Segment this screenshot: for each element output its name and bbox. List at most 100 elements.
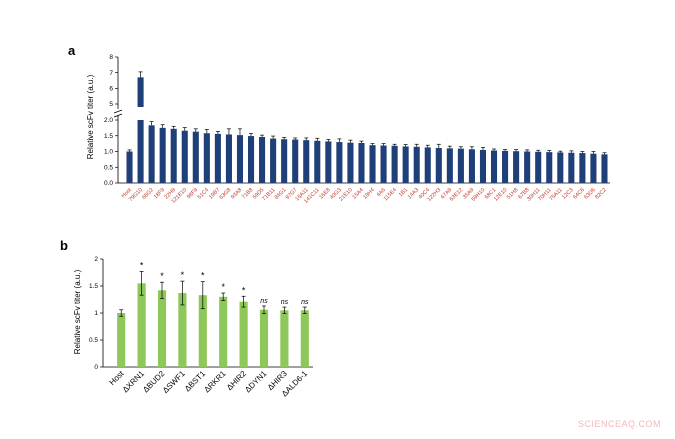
panel-a-x-tick-label: 15A4 <box>352 187 365 200</box>
panel-a-bar <box>413 146 420 183</box>
panel-a-axis-break-mark <box>113 109 123 114</box>
panel-b-bar <box>300 310 309 367</box>
panel-a-bar <box>369 145 376 183</box>
panel-b-significance-label: * <box>242 285 246 295</box>
panel-a-bar <box>214 133 221 183</box>
panel-a-label: a <box>68 43 76 58</box>
panel-a-x-tick-label: 19H4 <box>362 187 376 201</box>
panel-a-x-tick-label: 75A11 <box>549 187 564 202</box>
panel-a-bar <box>402 146 409 183</box>
panel-b-bar <box>117 313 126 367</box>
panel-a-bar <box>490 150 498 183</box>
panel-a-bar <box>601 154 608 183</box>
panel-a-bar <box>303 140 310 183</box>
panel-a-y-tick-label: 0.0 <box>104 180 113 187</box>
panel-a-bar <box>137 120 144 183</box>
panel-b-bar <box>239 301 248 367</box>
panel-a-bar <box>358 142 365 183</box>
panel-b-significance-label: * <box>140 260 144 270</box>
panel-a-bar <box>579 153 586 183</box>
panel-a-bar <box>479 149 487 183</box>
panel-b-significance-label: * <box>221 282 225 292</box>
panel-b-x-tick-label: ΔDYN1 <box>243 369 269 395</box>
panel-a-bar <box>259 137 266 183</box>
panel-a-bar <box>535 151 542 183</box>
panel-a-bar <box>148 125 155 183</box>
panel-a-x-tick-label: 71B11 <box>261 187 276 202</box>
panel-b-significance-label: * <box>181 270 185 280</box>
panel-a-bar <box>380 145 387 183</box>
panel-b-chart: b Relative scFv titer (a.u.) 00.511.52Ho… <box>60 238 313 398</box>
panel-a-axis-break-mark <box>113 113 123 118</box>
panel-a-bar <box>236 135 244 183</box>
panel-a-bar <box>270 138 277 183</box>
panel-b-significance-label: ns <box>301 299 309 306</box>
watermark: SCIENCEAQ.COM <box>577 419 661 429</box>
panel-a-x-tick-label: 115E4 <box>383 187 398 202</box>
panel-b-bar <box>157 290 167 367</box>
panel-b-bar <box>178 293 187 367</box>
panel-a-y-tick-label: 1.0 <box>104 149 113 156</box>
panel-a-bar <box>137 77 144 107</box>
panel-b-x-tick-label: ΔRKR1 <box>202 369 228 395</box>
panel-b-y-tick-label: 1.5 <box>89 283 98 290</box>
panel-a-x-tick-label: 4A6 <box>376 187 387 198</box>
panel-b-significance-label: ns <box>260 298 268 305</box>
panel-a-x-tick-label: 64C6 <box>572 187 586 201</box>
panel-a-x-tick-label: 82C2 <box>594 187 608 201</box>
panel-a-x-tick-label: 84G1 <box>274 187 288 201</box>
panel-a-bar <box>225 134 232 183</box>
panel-a-bar <box>424 147 431 183</box>
panel-a-bar <box>181 130 188 183</box>
panel-b-bar <box>280 310 289 367</box>
panel-b-significance-label: ns <box>281 299 289 306</box>
panel-a-y-tick-label: 7 <box>109 70 113 77</box>
panel-b-significance-label: * <box>160 271 164 281</box>
panel-a-bar <box>192 131 199 183</box>
panel-a-bar <box>292 139 299 183</box>
panel-b-y-tick-label: 0.5 <box>89 337 98 344</box>
panel-a-bar <box>347 142 354 183</box>
panel-a-bar <box>524 151 531 183</box>
panel-b-bar <box>198 295 207 367</box>
panel-a-bar <box>159 127 166 183</box>
panel-a-bar <box>203 133 210 183</box>
panel-a-x-tick-label: 51C4 <box>197 187 211 201</box>
panel-a-bar <box>513 151 520 183</box>
panel-a-x-tick-label: 12C3 <box>561 187 575 201</box>
panel-a-y-axis-label: Relative scFv titer (a.u.) <box>86 74 95 159</box>
panel-a-x-tick-label: 51H8 <box>506 187 520 201</box>
panel-a-y-tick-label: 8 <box>109 54 113 61</box>
panel-b-bar <box>259 309 269 367</box>
panel-a-y-tick-label: 5 <box>109 101 113 108</box>
panel-a-y-tick-label: 2.0 <box>104 117 113 124</box>
panel-a-bar <box>247 136 255 183</box>
panel-b-x-tick-label: ΔSWF1 <box>161 369 187 395</box>
panel-a-bar <box>281 139 288 183</box>
panel-b-y-tick-label: 0 <box>94 364 98 371</box>
panel-a-y-tick-label: 6 <box>109 86 113 93</box>
panel-a-bar <box>391 145 398 183</box>
panel-a-bar <box>435 148 442 183</box>
panel-a-x-tick-label: 14A3 <box>407 187 420 200</box>
panel-a-x-tick-label: 71B8 <box>241 187 254 200</box>
panel-a-x-tick-label: 63G8 <box>219 187 233 201</box>
panel-a-x-tick-label: 1B1 <box>398 187 409 198</box>
panel-a-x-tick-label: 93A8 <box>230 187 243 200</box>
panel-a-bar <box>314 140 321 183</box>
panel-b-label: b <box>60 238 68 253</box>
panel-b-bar <box>219 296 228 367</box>
panel-a-bar <box>546 152 553 183</box>
panel-a-x-tick-label: 63D6 <box>583 187 597 201</box>
panel-a-bar <box>590 153 597 183</box>
panel-b-significance-label: * <box>201 271 205 281</box>
panel-a-bar <box>336 142 343 183</box>
panel-a-bar <box>325 141 332 183</box>
panel-a-y-tick-label: 1.5 <box>104 133 113 140</box>
panel-a-chart: a Relative scFv titer (a.u.) 0.0 0.5 1.0 1.… <box>68 43 610 205</box>
panel-a-bar <box>457 148 464 183</box>
panel-a-bar <box>446 148 453 183</box>
panel-a-y-tick-label: 0.5 <box>104 164 113 171</box>
panel-a-bar <box>170 128 177 183</box>
